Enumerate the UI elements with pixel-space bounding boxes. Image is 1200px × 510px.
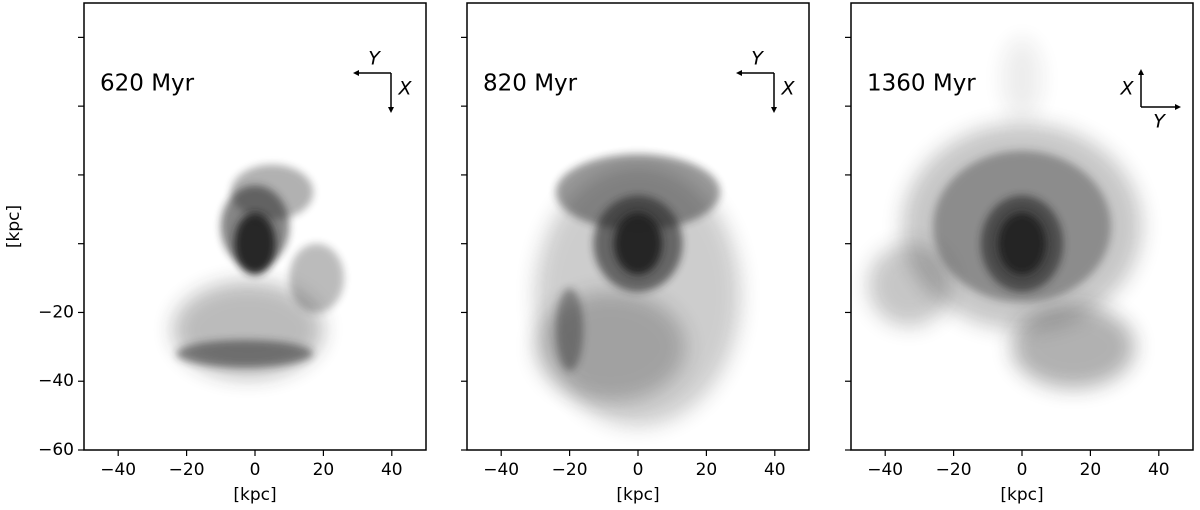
panel-title: 620 Myr (100, 71, 195, 97)
orientation-label: Y (1153, 111, 1166, 133)
x-tick-label: 0 (250, 460, 261, 480)
x-tick-label: 20 (696, 460, 718, 480)
density-blob (1001, 37, 1043, 120)
x-tick-label: 0 (1017, 460, 1028, 480)
density-blob (234, 212, 276, 275)
density-map (868, 37, 1142, 389)
x-tick-label: 40 (1148, 460, 1170, 480)
orientation-label: X (1119, 78, 1134, 100)
density-map (535, 154, 741, 426)
density-blob (868, 243, 951, 327)
x-tick-label: 20 (313, 460, 335, 480)
density-blob (555, 154, 721, 230)
orientation-label: Y (751, 48, 764, 70)
x-axis-label: [kpc] (1000, 485, 1043, 505)
density-blob (555, 288, 584, 371)
x-axis-label: [kpc] (616, 485, 659, 505)
panel-title: 820 Myr (483, 71, 578, 97)
x-tick-label: −20 (552, 460, 588, 480)
x-tick-label: −20 (936, 460, 972, 480)
arrow-head (736, 70, 777, 113)
x-tick-label: 40 (381, 460, 403, 480)
orientation-label: X (397, 78, 412, 100)
x-tick-label: −40 (100, 460, 136, 480)
x-axis-label: [kpc] (233, 485, 276, 505)
panel-title: 1360 Myr (867, 71, 976, 97)
x-tick-label: 40 (764, 460, 786, 480)
orientation-label: X (780, 78, 795, 100)
density-blob (998, 212, 1046, 275)
y-tick-label: −40 (38, 371, 74, 391)
density-blob (289, 243, 344, 313)
x-tick-label: 0 (633, 460, 644, 480)
density-map (172, 164, 344, 378)
y-tick-label: −60 (38, 440, 74, 460)
density-blob (614, 212, 662, 275)
density-blob (176, 339, 314, 368)
x-tick-label: −40 (867, 460, 903, 480)
orientation-label: Y (368, 48, 381, 70)
density-blob (1011, 305, 1135, 389)
x-tick-label: 20 (1080, 460, 1102, 480)
arrow-head (1138, 69, 1181, 110)
x-tick-label: −20 (169, 460, 205, 480)
y-tick-label: −20 (38, 302, 74, 322)
y-axis-label: [kpc] (4, 205, 24, 248)
arrow-head (353, 70, 394, 113)
x-tick-label: −40 (483, 460, 519, 480)
